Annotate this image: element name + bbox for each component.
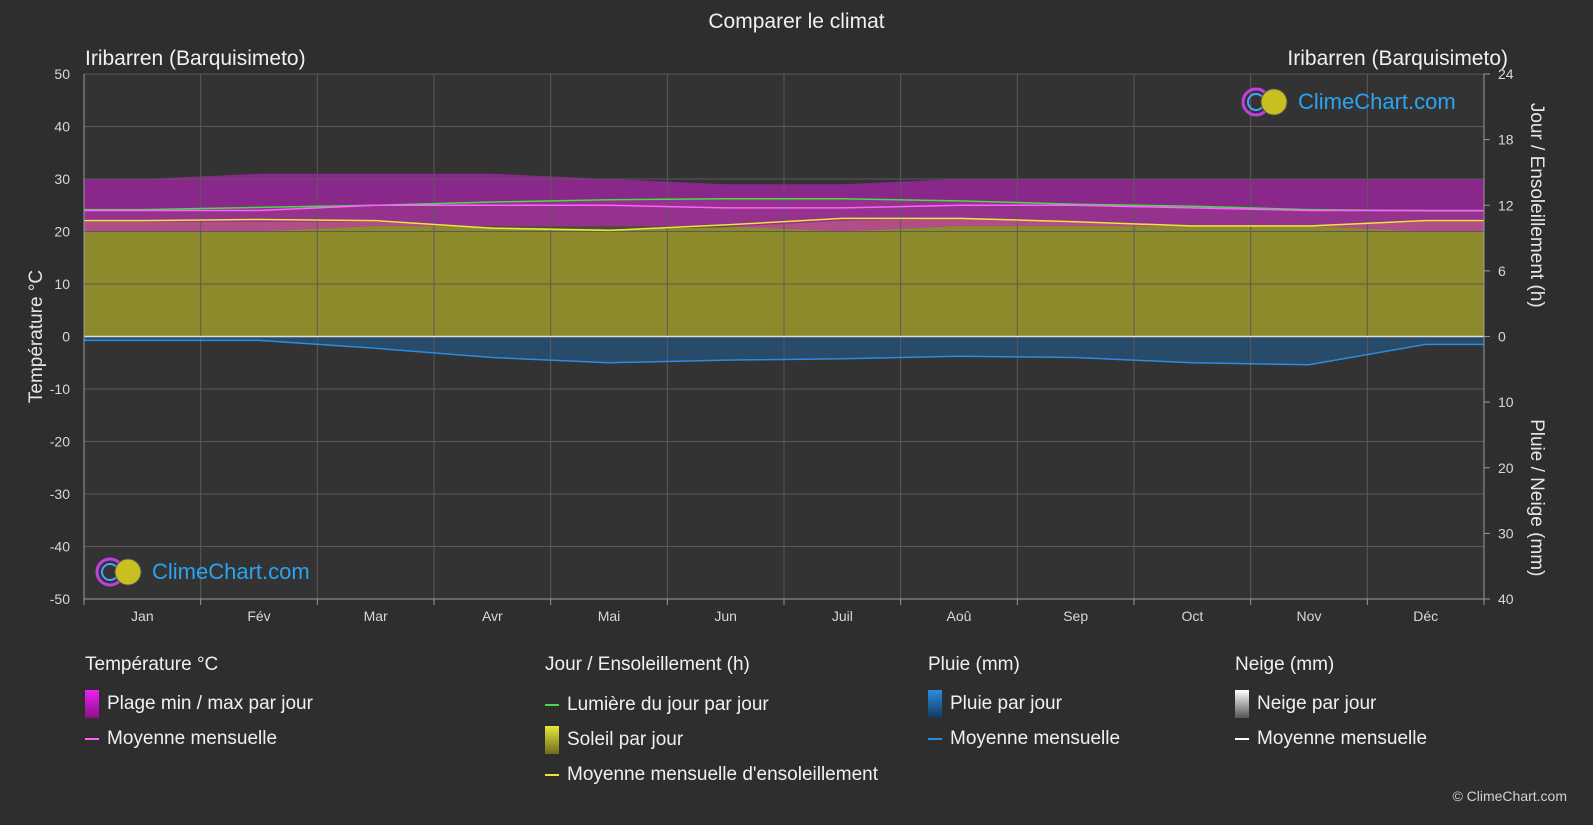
y-right-bottom-tick-label: 10: [1498, 394, 1514, 410]
location-right: Iribarren (Barquisimeto): [1287, 47, 1508, 70]
daylight-line: [84, 197, 1484, 212]
y-left-tick-label: 0: [62, 329, 70, 345]
y-left-axis-title: Température °C: [26, 270, 47, 403]
legend-snow-title: Neige (mm): [1235, 654, 1335, 675]
legend-rain-title: Pluie (mm): [928, 654, 1020, 675]
y-right-bottom-tick-label: 20: [1498, 460, 1514, 476]
y-left-tick-label: -40: [50, 539, 70, 555]
y-right-bottom-axis-title: Pluie / Neige (mm): [1526, 419, 1547, 576]
x-tick-label: Sep: [1063, 608, 1088, 624]
brand-name-bottom: ClimeChart.com: [152, 559, 310, 584]
climechart-logo-icon: [1241, 87, 1288, 117]
sunshine-mean-line: [84, 217, 1484, 232]
x-tick-label: Nov: [1297, 608, 1322, 624]
x-tick-label: Mar: [364, 608, 388, 624]
legend-swatch-sunshine: [545, 726, 559, 754]
y-right-top-axis-title: Jour / Ensoleillement (h): [1526, 103, 1547, 308]
brand-logo-bottom[interactable]: ClimeChart.com: [94, 556, 310, 588]
legend-rain-per-day: Pluie par jour: [928, 690, 1120, 718]
legend-snow-mean-label: Moyenne mensuelle: [1257, 728, 1428, 749]
y-left-tick-label: 50: [54, 66, 70, 82]
y-left-tick-label: -50: [50, 591, 70, 607]
legend-swatch-rain-mean: [928, 738, 942, 740]
x-tick-label: Avr: [482, 608, 503, 624]
legend-sunshine-mean-label: Moyenne mensuelle d'ensoleillement: [567, 764, 878, 785]
legend-sun-title: Jour / Ensoleillement (h): [545, 654, 750, 675]
legend-temperature-title: Température °C: [85, 654, 219, 675]
brand-logo-top[interactable]: ClimeChart.com: [1240, 86, 1456, 118]
y-left-tick-label: 10: [54, 276, 70, 292]
x-tick-label: Oct: [1181, 608, 1203, 624]
x-tick-label: Déc: [1413, 608, 1438, 624]
y-right-top-tick-label: 0: [1498, 329, 1506, 345]
copyright[interactable]: © ClimeChart.com: [1452, 788, 1567, 804]
legend-swatch-temp-range: [85, 690, 99, 718]
x-tick-label: Mai: [598, 608, 621, 624]
legend-daylight: Lumière du jour par jour: [545, 694, 878, 716]
legend-sunshine-label: Soleil par jour: [567, 729, 684, 750]
legend-snow: Neige (mm) Neige par jour Moyenne mensue…: [1235, 654, 1427, 750]
legend-temperature: Température °C Plage min / max par jour …: [85, 654, 313, 750]
legend-snow-per-day: Neige par jour: [1235, 690, 1427, 718]
legend-swatch-daylight: [545, 704, 559, 706]
legend-sunshine: Soleil par jour: [545, 726, 878, 754]
legend-daylight-label: Lumière du jour par jour: [567, 694, 769, 715]
legend-sun: Jour / Ensoleillement (h) Lumière du jou…: [545, 654, 878, 786]
x-tick-label: Aoû: [947, 608, 972, 624]
y-right-top-tick-label: 12: [1498, 197, 1514, 213]
y-left-tick-label: 30: [54, 171, 70, 187]
legend-rain-mean: Moyenne mensuelle: [928, 728, 1120, 750]
legend-swatch-rain: [928, 690, 942, 718]
legend-temp-mean: Moyenne mensuelle: [85, 728, 313, 750]
rain-mean-line: [84, 339, 1484, 366]
x-tick-label: Jan: [131, 608, 154, 624]
legend-rain: Pluie (mm) Pluie par jour Moyenne mensue…: [928, 654, 1120, 750]
legend-swatch-temp-mean: [85, 738, 99, 740]
legend-snow-mean: Moyenne mensuelle: [1235, 728, 1427, 750]
legend-rain-mean-label: Moyenne mensuelle: [950, 728, 1121, 749]
legend-sunshine-mean: Moyenne mensuelle d'ensoleillement: [545, 764, 878, 786]
legend-temp-mean-label: Moyenne mensuelle: [107, 728, 278, 749]
legend-rain-per-day-label: Pluie par jour: [950, 693, 1062, 714]
y-left-tick-label: -30: [50, 486, 70, 502]
y-left-tick-label: 40: [54, 119, 70, 135]
y-right-top-tick-label: 6: [1498, 263, 1506, 279]
legend-temp-range-label: Plage min / max par jour: [107, 693, 313, 714]
legend-swatch-sunshine-mean: [545, 774, 559, 776]
y-right-bottom-tick-label: 30: [1498, 525, 1514, 541]
location-left: Iribarren (Barquisimeto): [85, 47, 306, 70]
y-right-bottom-tick-label: 40: [1498, 591, 1514, 607]
x-tick-label: Juil: [832, 608, 853, 624]
legend-swatch-snow: [1235, 690, 1249, 718]
legend-temp-range: Plage min / max par jour: [85, 690, 313, 718]
legend-swatch-snow-mean: [1235, 738, 1249, 740]
x-tick-label: Fév: [247, 608, 270, 624]
legend-snow-per-day-label: Neige par jour: [1257, 693, 1377, 714]
climechart-logo-icon: [95, 557, 142, 587]
y-left-tick-label: -20: [50, 434, 70, 450]
chart-title: Comparer le climat: [708, 10, 885, 33]
x-tick-label: Jun: [714, 608, 737, 624]
temperature-mean-line: [84, 204, 1484, 212]
y-left-tick-label: 20: [54, 224, 70, 240]
y-left-tick-label: -10: [50, 381, 70, 397]
brand-name-top: ClimeChart.com: [1298, 89, 1456, 114]
y-right-top-tick-label: 24: [1498, 66, 1514, 82]
y-right-top-tick-label: 18: [1498, 132, 1514, 148]
